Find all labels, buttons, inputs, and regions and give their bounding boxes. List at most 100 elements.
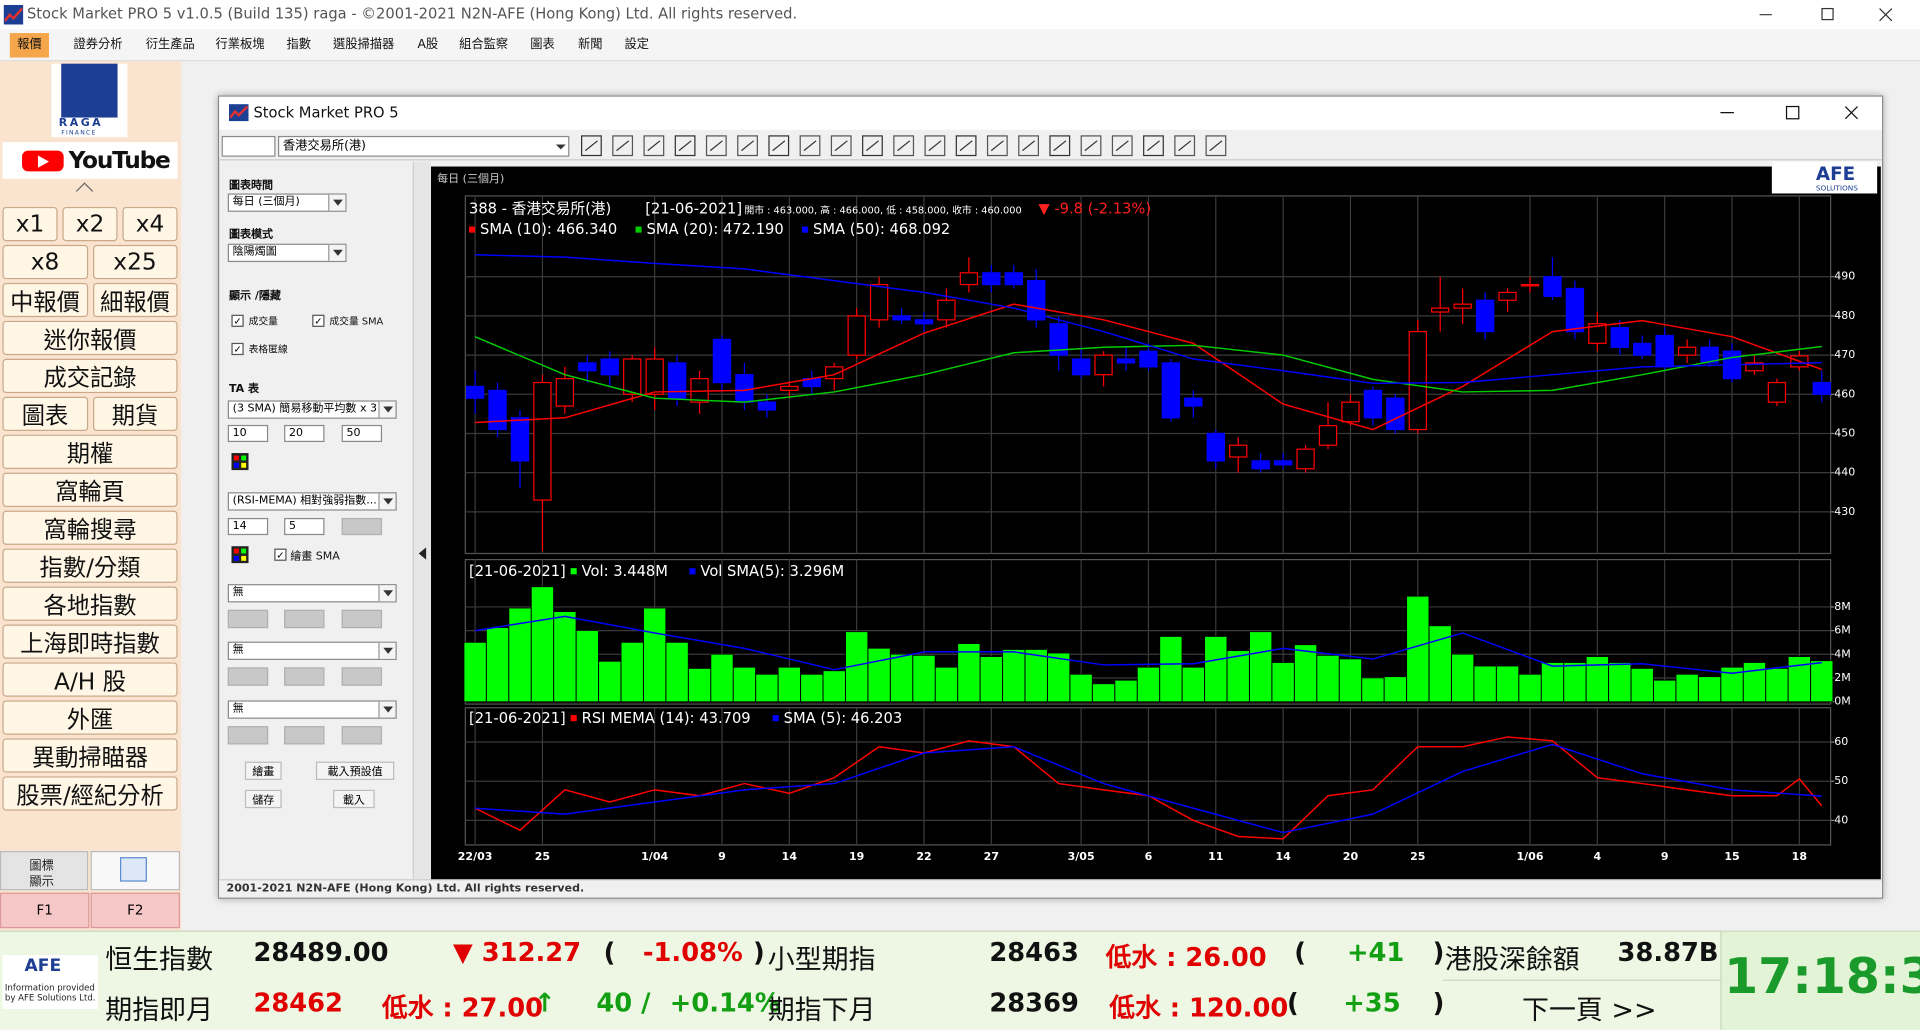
tool-button[interactable] (1049, 135, 1071, 157)
collapse-arrow[interactable] (416, 546, 428, 561)
ticker-logo-note: Information provided by AFE Solutions Lt… (4, 983, 96, 1003)
sidebar-button[interactable]: 迷你報價 (2, 320, 178, 356)
tool-button[interactable] (1174, 135, 1196, 157)
checkbox[interactable]: ✓ (231, 314, 244, 327)
sidebar-button[interactable]: 中報價 (2, 282, 88, 318)
param-box (341, 609, 383, 629)
time-select[interactable]: 每日 (三個月) (227, 193, 347, 212)
tool-button[interactable] (893, 135, 915, 157)
sidebar-button[interactable]: 細報價 (92, 282, 178, 318)
symbol-input[interactable] (221, 135, 276, 157)
param-input[interactable]: 10 (227, 424, 269, 443)
indicator-select[interactable]: 無 (227, 700, 397, 719)
menu-item[interactable]: 行業板塊 (215, 37, 265, 52)
function-key[interactable]: F1 (0, 892, 90, 929)
indicator-select[interactable]: 無 (227, 584, 397, 603)
tool-button[interactable] (643, 135, 665, 157)
panel-button[interactable]: 繪畫 (244, 761, 282, 780)
maximize[interactable] (1785, 105, 1800, 120)
sidebar-button[interactable]: x2 (62, 206, 118, 242)
exchange-select[interactable]: 香港交易所(港) (277, 135, 570, 157)
sidebar-button[interactable]: 期貨 (92, 396, 178, 432)
close[interactable] (1844, 106, 1858, 120)
sidebar-button[interactable]: x1 (2, 206, 58, 242)
tool-button[interactable] (924, 135, 946, 157)
sidebar-button[interactable]: 期權 (2, 434, 178, 469)
sidebar-button[interactable]: x25 (92, 244, 178, 280)
tool-button[interactable] (612, 135, 634, 157)
sidebar-button[interactable]: 成交記錄 (2, 358, 178, 394)
menu-item[interactable]: 新聞 (577, 37, 603, 52)
param-input[interactable]: 50 (341, 424, 383, 443)
checkbox[interactable]: ✓ (231, 342, 244, 356)
sidebar-button[interactable]: 各地指數 (2, 586, 178, 621)
panel-splitter[interactable] (413, 161, 432, 880)
window-controls (1759, 7, 1893, 22)
mode-select[interactable]: 陰陽燭圖 (227, 243, 347, 263)
clock: 17:18:36 (1724, 948, 1920, 1006)
menu-item[interactable]: 衍生產品 (145, 37, 195, 52)
tool-button[interactable] (830, 135, 852, 157)
sidebar-button[interactable]: 圖表 (2, 396, 88, 432)
tool-button[interactable] (986, 135, 1008, 157)
tool-button[interactable] (1143, 135, 1164, 157)
tool-button[interactable] (705, 135, 727, 157)
chart-window-titlebar (219, 96, 1883, 130)
color-picker[interactable] (231, 546, 249, 564)
sidebar-button[interactable]: 外匯 (2, 700, 178, 735)
tool-button[interactable] (1080, 135, 1102, 157)
indicator-select[interactable]: 無 (227, 641, 397, 660)
sidebar-button[interactable]: 股票/經紀分析 (2, 776, 178, 811)
param-box (284, 667, 325, 686)
menu-item[interactable]: 組合監察 (459, 37, 509, 52)
tool-button[interactable] (581, 135, 602, 157)
panel-button[interactable]: 載入 (333, 789, 375, 809)
menu-item[interactable]: 圖表 (530, 37, 555, 52)
panel-button[interactable]: 載入預設值 (315, 761, 395, 780)
tool-button[interactable] (674, 135, 696, 157)
menu-item[interactable]: 選股掃描器 (333, 37, 395, 52)
sidebar-button[interactable]: 窩輪搜尋 (2, 510, 178, 545)
menu-item[interactable]: 證券分析 (73, 37, 123, 52)
status-bar (219, 879, 1883, 898)
sidebar-button[interactable]: x4 (122, 206, 178, 242)
ta2-select[interactable]: (RSI-MEMA) 相對強弱指數... (227, 492, 397, 511)
ta1-select[interactable]: (3 SMA) 簡易移動平均數 x 3 (227, 400, 397, 419)
tool-glyph (616, 140, 630, 152)
title-bar (0, 0, 1920, 30)
ticker-cell[interactable]: 下一頁 >> (1522, 995, 1657, 1027)
tool-button[interactable] (862, 135, 883, 157)
param-input[interactable]: 5 (284, 517, 325, 536)
param-input[interactable]: 14 (227, 517, 269, 536)
ta2-checkbox[interactable]: ✓ (274, 548, 287, 561)
param-box (227, 726, 269, 745)
ticker-cell: 28462 (253, 988, 343, 1018)
sidebar-button[interactable]: 指數/分類 (2, 548, 178, 583)
tool-button[interactable] (799, 135, 821, 157)
menu-item[interactable]: 報價 (9, 33, 49, 58)
tool-button[interactable] (1205, 135, 1227, 157)
tool-button[interactable] (1018, 135, 1039, 157)
menu-item[interactable]: A股 (417, 37, 439, 52)
sidebar-button[interactable]: 異動掃瞄器 (2, 738, 178, 773)
sidebar-button[interactable]: A/H 股 (2, 662, 178, 697)
restore[interactable] (1821, 7, 1834, 21)
tool-button[interactable] (768, 135, 790, 157)
checkbox[interactable]: ✓ (312, 314, 325, 327)
param-box (341, 726, 383, 745)
sidebar-button[interactable]: x8 (2, 244, 88, 280)
menu-item[interactable]: 設定 (624, 37, 649, 52)
sidebar-button[interactable]: 上海即時指數 (2, 624, 178, 659)
menu-item[interactable]: 指數 (286, 37, 312, 52)
tool-button[interactable] (955, 135, 977, 157)
icon-toggle[interactable] (0, 851, 89, 891)
tool-button[interactable] (1111, 135, 1133, 157)
tool-button[interactable] (737, 135, 758, 157)
color-picker[interactable] (231, 453, 249, 471)
panel-button[interactable]: 儲存 (244, 789, 282, 809)
function-key[interactable]: F2 (90, 892, 180, 929)
ticker-cell: 期指下月 (767, 995, 876, 1027)
param-input[interactable]: 20 (284, 424, 325, 443)
sidebar-button[interactable]: 窩輪頁 (2, 472, 178, 507)
close[interactable] (1879, 8, 1893, 22)
